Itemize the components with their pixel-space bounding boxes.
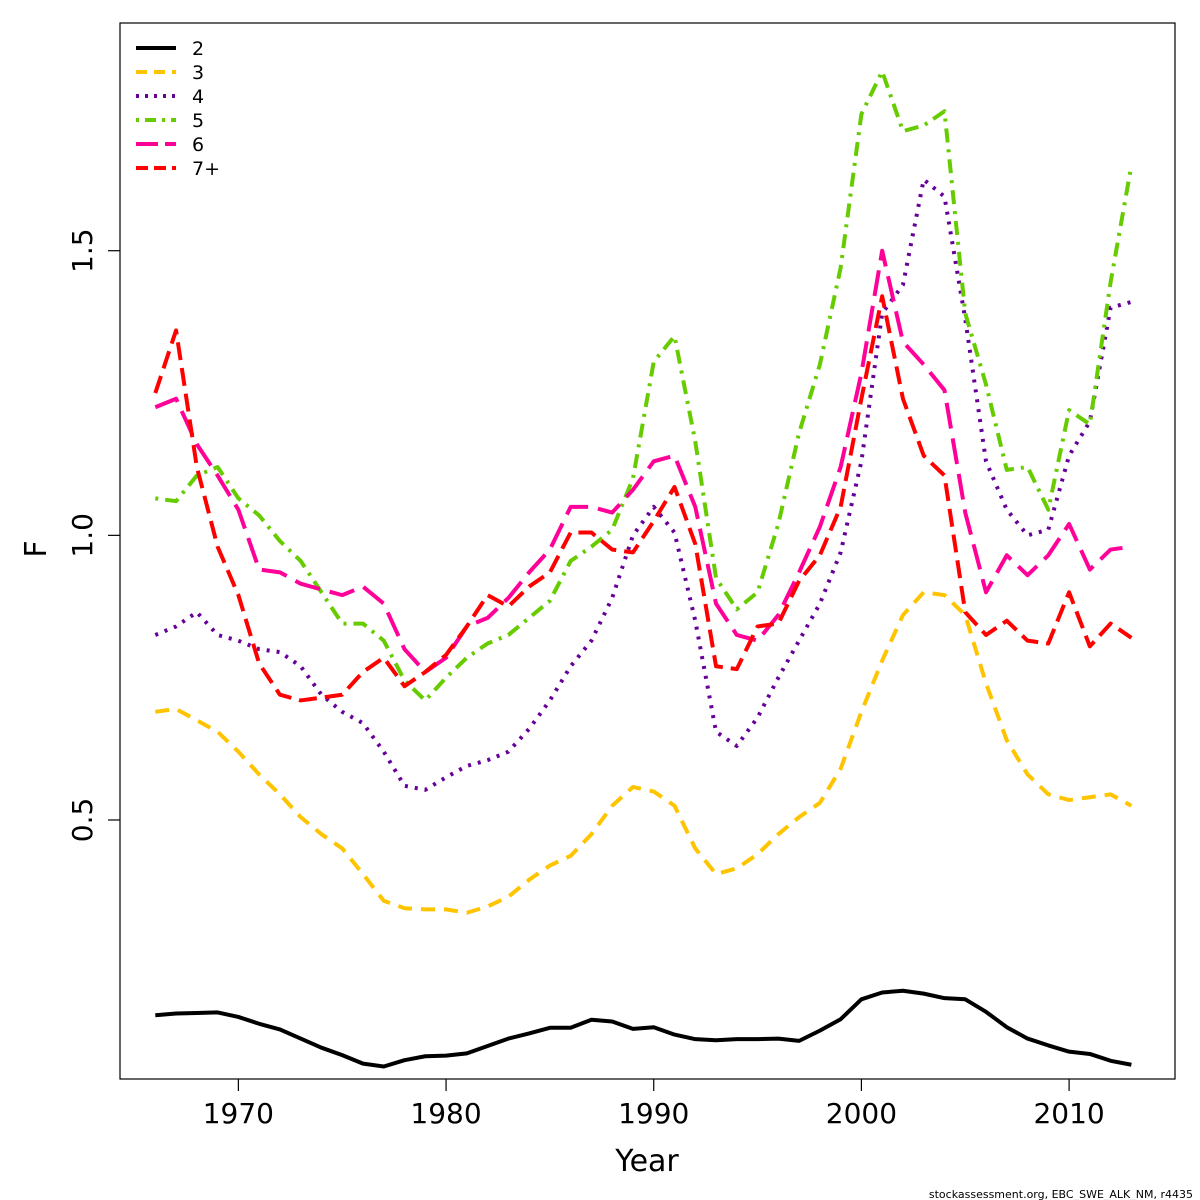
x-tick-label: 1990 <box>618 1097 689 1130</box>
y-tick-label: 1.5 <box>66 228 99 273</box>
x-tick-label: 2000 <box>826 1097 897 1130</box>
y-axis: 0.5 1.0 1.5 <box>66 228 120 842</box>
x-tick-label: 2010 <box>1033 1097 1104 1130</box>
footer-source-text: stockassessment.org, EBC_SWE_ALK_NM, r44… <box>929 1188 1193 1200</box>
x-axis-title: Year <box>614 1144 679 1179</box>
legend-label-4: 5 <box>192 110 204 132</box>
legend-label-6: 7+ <box>192 158 220 180</box>
legend-label-5: 6 <box>192 134 204 156</box>
legend-label-1: 2 <box>192 38 204 60</box>
series-line-3 <box>154 177 1132 792</box>
y-axis-title: F <box>19 540 54 557</box>
series-line-1 <box>155 988 1132 1069</box>
plot-frame <box>119 22 1176 1080</box>
x-axis: 1970 1980 1990 2000 2010 <box>203 1079 1105 1130</box>
x-tick-label: 1980 <box>410 1097 481 1130</box>
series-layer <box>153 69 1134 1069</box>
series-line-2 <box>155 590 1133 915</box>
y-tick-label: 1.0 <box>66 513 99 558</box>
series-line-5 <box>154 248 1132 674</box>
y-tick-label: 0.5 <box>66 798 99 843</box>
legend-label-2: 3 <box>192 62 204 84</box>
series-line-6 <box>153 294 1133 703</box>
legend-label-3: 4 <box>192 86 204 108</box>
x-tick-label: 1970 <box>203 1097 274 1130</box>
